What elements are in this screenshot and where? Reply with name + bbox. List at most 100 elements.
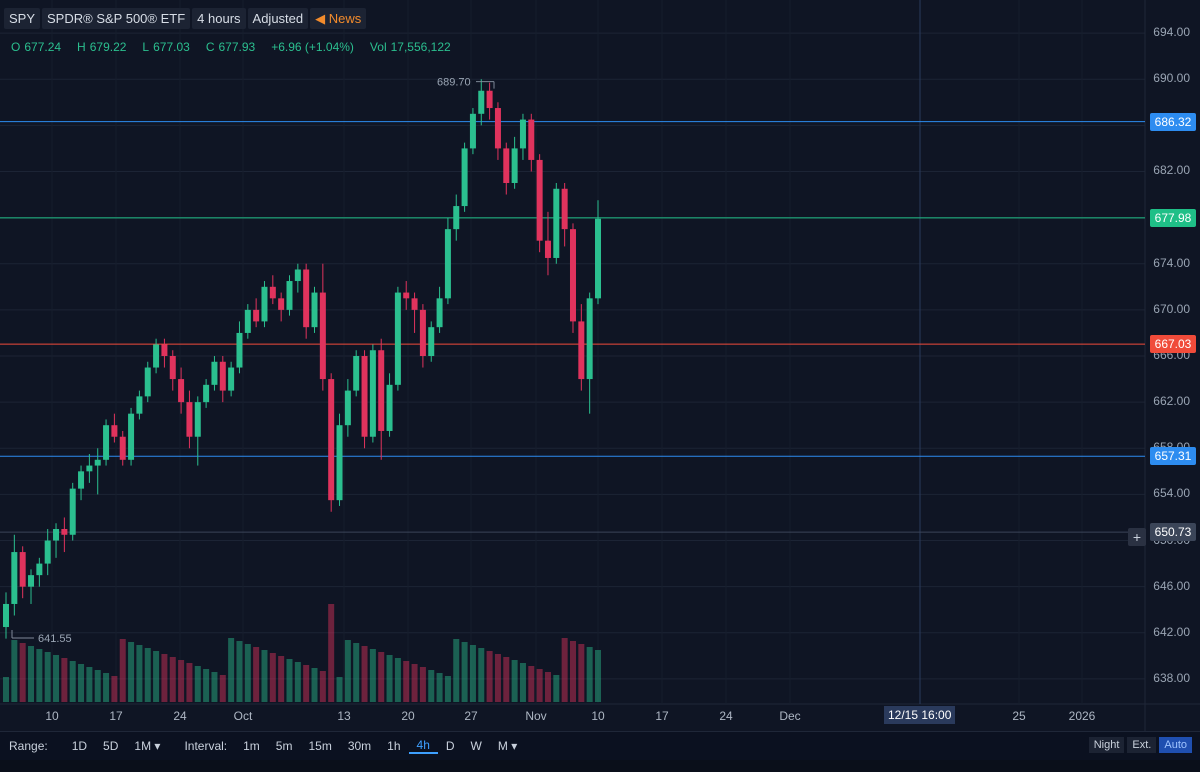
interval-5m[interactable]: 5m bbox=[275, 739, 293, 753]
candle-body bbox=[528, 119, 535, 160]
price-axis-label: 654.00 bbox=[1153, 486, 1190, 501]
candle-body bbox=[511, 148, 518, 183]
adjusted-button[interactable]: Adjusted bbox=[247, 8, 309, 29]
volume-bar bbox=[586, 647, 593, 702]
candle-body bbox=[544, 240, 551, 258]
candle-body bbox=[186, 402, 193, 437]
night-toggle[interactable]: Night bbox=[1088, 737, 1125, 753]
time-axis-label: Nov bbox=[525, 709, 547, 723]
news-button[interactable]: ◀︎ News bbox=[310, 8, 367, 29]
volume-bar bbox=[519, 663, 526, 702]
bottom-toolbar: Range: 1D 5D 1M ▾ Interval: 1m 5m 15m 30… bbox=[0, 731, 1200, 760]
volume-bar bbox=[544, 672, 551, 702]
price-level-tag[interactable]: 650.73 bbox=[1150, 523, 1196, 542]
volume-bar bbox=[28, 646, 35, 702]
high-label: H bbox=[77, 40, 86, 54]
close-price: 677.93 bbox=[218, 40, 256, 54]
candle-body bbox=[53, 529, 60, 541]
volume-bar bbox=[394, 658, 401, 702]
close-label: C bbox=[205, 40, 215, 54]
volume-bar bbox=[36, 649, 43, 702]
volume-bar bbox=[369, 649, 376, 702]
volume-bar bbox=[353, 643, 360, 702]
volume-bar bbox=[403, 661, 410, 702]
auto-toggle[interactable]: Auto bbox=[1159, 737, 1192, 753]
volume-bar bbox=[78, 664, 85, 702]
candle-body bbox=[361, 356, 368, 437]
candle-body bbox=[228, 367, 235, 391]
ticker-strip bbox=[0, 760, 1200, 772]
volume-value: Vol 17,556,122 bbox=[370, 40, 451, 54]
time-axis-label: Dec bbox=[779, 709, 801, 723]
candle-body bbox=[236, 332, 243, 368]
add-level-button[interactable]: + bbox=[1128, 528, 1146, 546]
interval-d[interactable]: D bbox=[445, 739, 455, 753]
candle-body bbox=[569, 229, 576, 322]
volume-bar bbox=[469, 645, 476, 702]
range-5d[interactable]: 5D bbox=[103, 739, 119, 753]
candle-body bbox=[328, 379, 335, 501]
interval-button[interactable]: 4 hours bbox=[192, 8, 246, 29]
volume-bar bbox=[244, 644, 251, 702]
candle-body bbox=[469, 113, 476, 149]
candle-body bbox=[436, 298, 443, 328]
price-chart[interactable]: 689.70 641.55 bbox=[0, 0, 1200, 731]
volume-bar bbox=[528, 666, 535, 702]
interval-w[interactable]: W bbox=[470, 739, 482, 753]
interval-1h[interactable]: 1h bbox=[387, 739, 401, 753]
volume-bar bbox=[161, 654, 168, 702]
volume-bar bbox=[94, 670, 101, 702]
low-value: L 677.03 bbox=[142, 40, 189, 54]
volume-bar bbox=[69, 661, 76, 702]
candle-body bbox=[11, 552, 18, 604]
time-axis-label: 10 bbox=[45, 709, 59, 723]
price-axis-label: 670.00 bbox=[1153, 301, 1190, 316]
range-1m[interactable]: 1M ▾ bbox=[126, 739, 168, 753]
volume-bar bbox=[511, 660, 518, 702]
volume-bar bbox=[386, 655, 393, 702]
interval-15m[interactable]: 15m bbox=[308, 739, 332, 753]
time-axis-label: 17 bbox=[109, 709, 123, 723]
candle-body bbox=[561, 188, 568, 230]
price-level-tag[interactable]: 667.03 bbox=[1150, 335, 1196, 354]
interval-m[interactable]: M ▾ bbox=[490, 739, 525, 753]
volume-bar bbox=[211, 672, 218, 702]
volume-bar bbox=[453, 639, 460, 702]
interval-4h[interactable]: 4h bbox=[408, 738, 438, 754]
symbol-button[interactable]: SPY bbox=[4, 8, 41, 29]
price-level-tag[interactable]: 657.31 bbox=[1150, 447, 1196, 466]
symbol-header: SPY SPDR® S&P 500® ETF 4 hours Adjusted … bbox=[4, 8, 367, 29]
volume-bar bbox=[169, 657, 176, 702]
interval-1m[interactable]: 1m bbox=[243, 739, 260, 753]
price-axis-label: 662.00 bbox=[1153, 394, 1190, 409]
candle-body bbox=[3, 603, 9, 628]
candle-body bbox=[78, 471, 85, 489]
volume-bar bbox=[428, 670, 435, 702]
volume-bar bbox=[178, 660, 185, 702]
price-level-tag[interactable]: 686.32 bbox=[1150, 112, 1196, 131]
ext-toggle[interactable]: Ext. bbox=[1127, 737, 1157, 753]
open-label: O bbox=[11, 40, 21, 54]
volume-bar bbox=[103, 673, 110, 702]
candle-body bbox=[261, 286, 268, 322]
time-axis-label: 2026 bbox=[1068, 709, 1096, 723]
security-name[interactable]: SPDR® S&P 500® ETF bbox=[42, 8, 191, 29]
volume-bar bbox=[336, 677, 343, 702]
price-level-tag[interactable]: 677.98 bbox=[1150, 208, 1196, 227]
time-axis-label: 20 bbox=[401, 709, 415, 723]
price-axis-label: 694.00 bbox=[1153, 25, 1190, 40]
close-value: C 677.93 bbox=[206, 40, 255, 54]
volume-bar bbox=[236, 641, 243, 702]
volume-bar bbox=[278, 656, 285, 702]
candle-body bbox=[19, 552, 26, 587]
volume-label: Vol bbox=[369, 40, 387, 54]
volume-bar bbox=[53, 655, 60, 702]
news-label: News bbox=[328, 11, 362, 26]
ohlc-readout: O 677.24 H 679.22 L 677.03 C 677.93 +6.96 (+… bbox=[11, 40, 451, 54]
candle-body bbox=[536, 159, 543, 241]
high-value: H 679.22 bbox=[77, 40, 126, 54]
range-1d[interactable]: 1D bbox=[71, 739, 88, 753]
interval-30m[interactable]: 30m bbox=[347, 739, 372, 753]
candle-body bbox=[44, 540, 51, 564]
crosshair-time-label: 12/15 16:00 bbox=[884, 706, 956, 724]
